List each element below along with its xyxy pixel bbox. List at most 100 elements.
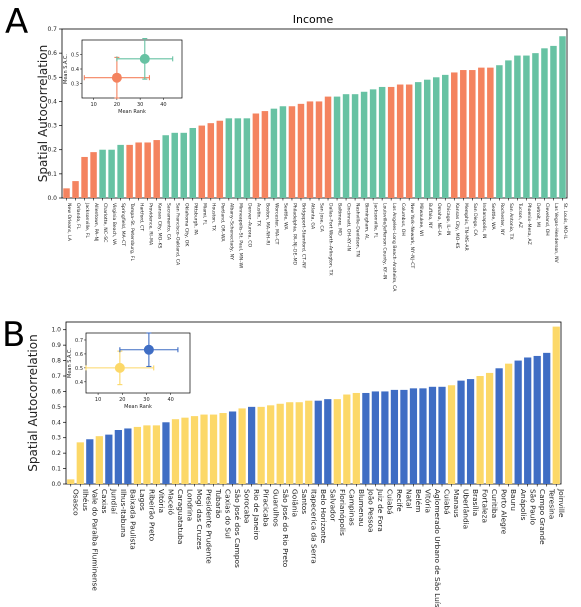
x-tick-label: Portland, OR–WA bbox=[219, 203, 225, 242]
x-tick-label: Worcester, MA–CT bbox=[274, 203, 280, 245]
bar bbox=[270, 108, 278, 198]
inset-y-label: Mean S.A.C. bbox=[63, 54, 69, 84]
bar bbox=[171, 132, 178, 198]
bar bbox=[124, 428, 132, 484]
bar bbox=[451, 72, 458, 198]
bar bbox=[505, 60, 512, 199]
x-tick-label: Bauru bbox=[509, 489, 518, 511]
bar bbox=[460, 70, 467, 198]
x-tick-label: Jacksonville, FL bbox=[373, 202, 379, 238]
x-tick-label: Cuiabá bbox=[443, 489, 452, 515]
bar bbox=[207, 123, 215, 198]
inset-x-tick-label: 20 bbox=[114, 102, 120, 108]
x-tick-label: Ribeirão Preto bbox=[148, 489, 157, 542]
bar bbox=[414, 82, 422, 198]
x-tick-label: Springfield, MA–CT bbox=[120, 203, 126, 246]
x-tick-label: Salvador bbox=[328, 489, 337, 522]
bar bbox=[432, 77, 440, 198]
bar bbox=[152, 425, 161, 484]
x-tick-label: Campo Grande bbox=[538, 489, 547, 545]
x-tick-label: Minneapolis–St. Paul, MN–WI bbox=[237, 203, 243, 268]
bar bbox=[305, 400, 313, 484]
x-tick-label: New Orleans, LA bbox=[66, 203, 72, 242]
inset-frame bbox=[81, 39, 183, 99]
inset-y-tick-label: 0.6 bbox=[75, 352, 83, 358]
inset-x-tick-label: 40 bbox=[160, 102, 166, 108]
x-tick-label: Brasília bbox=[471, 489, 480, 516]
bar bbox=[306, 101, 314, 198]
bar bbox=[541, 48, 548, 198]
x-tick-label: Omaha, NE–IA bbox=[436, 203, 442, 237]
x-tick-label: Tubarão bbox=[214, 488, 223, 519]
x-tick-label: João Pessoa bbox=[366, 488, 375, 533]
x-tick-label: Caraguatatuba bbox=[176, 489, 185, 544]
x-tick-label: Miami, FL bbox=[201, 203, 207, 225]
inset-mean-point bbox=[143, 344, 154, 355]
x-tick-label: Memphis, TN–MS–AR bbox=[463, 203, 469, 252]
x-tick-label: São Paulo bbox=[528, 489, 537, 525]
x-tick-label: Baltimore, MD bbox=[337, 203, 343, 236]
x-tick-label: Atlanta, GA bbox=[310, 203, 316, 230]
bar bbox=[288, 106, 296, 198]
bar bbox=[86, 439, 94, 484]
x-tick-label: Las Vegas–Henderson, NV bbox=[553, 203, 559, 264]
x-tick-label: Rio de Janeiro bbox=[252, 489, 261, 541]
bar bbox=[533, 355, 541, 484]
x-tick-label: Juiz de Fora bbox=[376, 488, 385, 532]
y-axis-label: Spatial Autocorrelation bbox=[36, 45, 50, 182]
x-tick-label: São José dos Campos bbox=[233, 489, 242, 568]
bar bbox=[478, 67, 485, 198]
bar bbox=[114, 430, 122, 484]
y-tick-label: 0.1 bbox=[47, 171, 57, 178]
y-tick-label: 0.3 bbox=[51, 435, 61, 442]
bar bbox=[324, 96, 332, 198]
bar bbox=[387, 86, 395, 198]
x-tick-label: Virginia Beach, VA bbox=[111, 203, 117, 246]
y-tick-label: 0.7 bbox=[47, 26, 57, 33]
x-tick-label: Anápolis bbox=[519, 489, 528, 521]
bar bbox=[143, 425, 151, 484]
x-tick-label: Teresina bbox=[547, 488, 556, 519]
bar bbox=[171, 419, 180, 484]
x-tick-label: Caxias do Sul bbox=[224, 489, 233, 539]
x-tick-label: Seattle, WA bbox=[283, 203, 289, 230]
bar bbox=[419, 388, 427, 484]
bar bbox=[180, 132, 187, 198]
bar bbox=[324, 399, 332, 484]
bar bbox=[378, 86, 386, 198]
bar bbox=[67, 479, 75, 484]
x-tick-label: Philadelphia, PA–NJ–DE–MD bbox=[292, 203, 298, 266]
bar bbox=[162, 135, 169, 198]
y-tick-label: 0.8 bbox=[51, 358, 61, 365]
bar bbox=[126, 144, 133, 198]
bar bbox=[369, 89, 377, 198]
bar bbox=[381, 391, 389, 484]
bar bbox=[466, 379, 475, 484]
bar bbox=[495, 368, 503, 484]
bar bbox=[351, 94, 359, 198]
y-tick-label: 0.0 bbox=[51, 481, 61, 488]
x-tick-label: Vitória bbox=[157, 489, 166, 513]
x-tick-label: Buffalo, NY bbox=[427, 203, 433, 228]
bar bbox=[559, 36, 566, 198]
inset-x-tick-label: 10 bbox=[95, 397, 101, 403]
x-tick-label: Phoenix–Mesa, AZ bbox=[526, 203, 532, 245]
bar bbox=[485, 372, 494, 484]
x-tick-label: Santos bbox=[300, 489, 309, 514]
bar bbox=[315, 101, 323, 198]
bar bbox=[162, 422, 170, 484]
x-tick-label: Dallas–Fort Worth–Arlington, TX bbox=[328, 203, 334, 276]
x-tick-label: Kansas City, MO–KS bbox=[454, 203, 460, 249]
y-tick-label: 0.2 bbox=[47, 147, 57, 154]
x-tick-label: Allentown, PA–NJ bbox=[93, 203, 99, 241]
x-tick-label: San Francisco–Oakland, CA bbox=[174, 203, 180, 266]
inset-mean-point bbox=[111, 72, 122, 83]
bar bbox=[248, 406, 256, 484]
bar bbox=[257, 406, 265, 484]
bar bbox=[360, 91, 368, 198]
x-tick-label: Louisville/Jefferson County, KY–IN bbox=[382, 203, 388, 279]
inset-y-label: Mean S.A.C. bbox=[67, 348, 73, 378]
bar bbox=[447, 385, 456, 484]
bar bbox=[76, 442, 84, 484]
